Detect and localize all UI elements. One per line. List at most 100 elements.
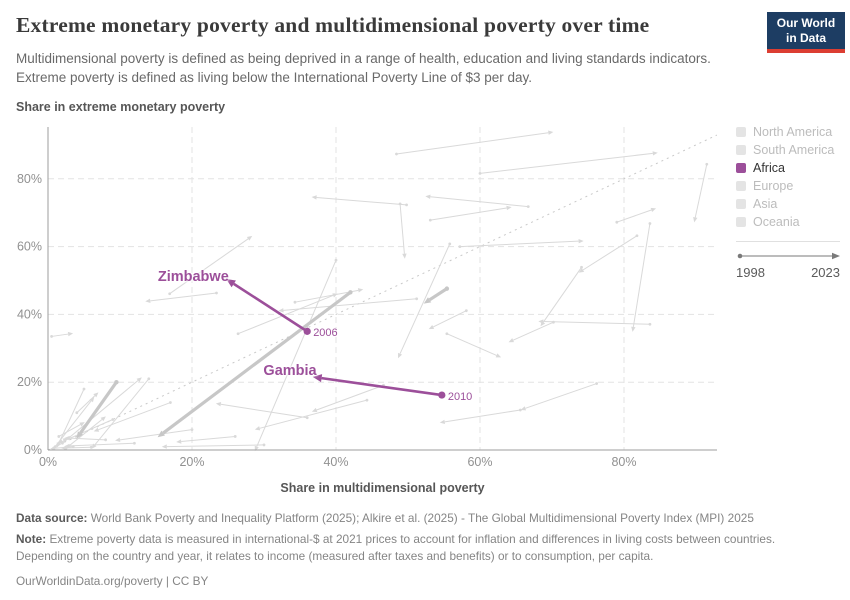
background-trajectory bbox=[150, 292, 217, 302]
legend-item-label: Europe bbox=[753, 179, 794, 193]
country-label-gambia[interactable]: Gambia bbox=[263, 363, 317, 380]
background-trajectory-start-dot bbox=[395, 152, 398, 156]
data-source-label: Data source: bbox=[16, 511, 88, 525]
note-line: Note: Extreme poverty data is measured i… bbox=[16, 531, 834, 565]
background-trajectory-thick-start-dot bbox=[114, 380, 119, 385]
background-trajectory-arrowhead bbox=[136, 377, 142, 383]
background-trajectory-start-dot bbox=[428, 218, 432, 222]
legend-item-label: Africa bbox=[753, 161, 785, 175]
background-trajectory bbox=[51, 333, 69, 337]
owid-logo[interactable]: Our World in Data bbox=[767, 12, 845, 53]
background-trajectory-start-dot bbox=[111, 418, 115, 421]
background-trajectory-start-dot bbox=[334, 258, 338, 262]
highlight-trajectory-zimbabwe-arrowhead bbox=[226, 279, 236, 288]
background-trajectory-arrowhead bbox=[56, 442, 61, 448]
background-trajectory-thick-start-dot bbox=[348, 290, 353, 295]
background-trajectory bbox=[399, 243, 451, 354]
background-trajectory bbox=[294, 289, 359, 303]
background-trajectory bbox=[237, 294, 334, 335]
data-source-text: World Bank Poverty and Inequality Platfo… bbox=[90, 511, 754, 525]
background-trajectory bbox=[430, 207, 507, 221]
background-trajectory bbox=[512, 321, 554, 341]
background-trajectory-start-dot bbox=[445, 332, 449, 336]
legend-item-europe[interactable]: Europe bbox=[736, 180, 844, 193]
legend-item-label: Asia bbox=[753, 197, 778, 211]
background-trajectory-arrowhead bbox=[311, 407, 318, 413]
legend-item-north-america[interactable]: North America bbox=[736, 126, 844, 139]
background-trajectory-start-dot bbox=[168, 292, 172, 296]
y-tick-label: 0% bbox=[24, 443, 42, 457]
background-trajectory bbox=[256, 259, 337, 447]
page-title: Extreme monetary poverty and multidimens… bbox=[16, 13, 650, 37]
background-trajectory-thick bbox=[79, 381, 118, 434]
background-trajectory-start-dot bbox=[518, 408, 522, 412]
background-trajectory bbox=[181, 435, 236, 443]
chart-footer: Data source: World Bank Poverty and Ineq… bbox=[16, 510, 834, 590]
legend-swatch-icon bbox=[736, 163, 746, 173]
background-trajectory bbox=[169, 238, 249, 295]
background-trajectory-arrowhead bbox=[508, 338, 515, 343]
y-tick-label: 60% bbox=[17, 240, 42, 254]
time-range-arrow bbox=[737, 252, 840, 260]
background-trajectory-arrowhead bbox=[311, 195, 317, 200]
background-trajectory-start-dot bbox=[147, 377, 151, 381]
legend-item-asia[interactable]: Asia bbox=[736, 198, 844, 211]
chart-subtitle: Multidimensional poverty is defined as b… bbox=[16, 51, 711, 86]
background-trajectory-start-dot bbox=[262, 443, 266, 447]
background-trajectory-start-dot bbox=[305, 416, 309, 420]
background-trajectory-thick-arrowhead bbox=[76, 431, 83, 439]
x-axis-title: Share in multidimensional poverty bbox=[280, 481, 485, 495]
background-trajectory bbox=[58, 424, 81, 437]
background-trajectory bbox=[616, 209, 652, 223]
y-axis-title: Share in extreme monetary poverty bbox=[16, 100, 226, 114]
background-trajectory-thick bbox=[162, 291, 352, 435]
legend-item-oceania[interactable]: Oceania bbox=[736, 216, 844, 229]
x-tick-label: 0% bbox=[39, 455, 57, 469]
legend-swatch-icon bbox=[736, 181, 746, 191]
background-trajectory bbox=[459, 240, 579, 248]
background-trajectory-arrowhead bbox=[428, 324, 435, 330]
legend-swatch-icon bbox=[736, 127, 746, 137]
highlight-trajectory-gambia-start-dot bbox=[438, 391, 446, 399]
background-trajectory-arrowhead bbox=[89, 396, 95, 403]
background-trajectory-arrowhead bbox=[254, 426, 261, 431]
legend-item-africa[interactable]: Africa bbox=[736, 162, 844, 175]
background-trajectory-start-dot bbox=[415, 297, 419, 301]
background-trajectory-arrowhead bbox=[357, 288, 364, 293]
license-link[interactable]: OurWorldinData.org/poverty | CC BY bbox=[16, 574, 209, 589]
background-trajectory-start-dot bbox=[526, 205, 530, 208]
background-trajectory-arrowhead bbox=[398, 352, 403, 359]
background-trajectory bbox=[632, 223, 651, 328]
legend-swatch-icon bbox=[736, 145, 746, 155]
background-trajectory bbox=[446, 333, 497, 356]
background-trajectory-start-dot bbox=[75, 411, 79, 415]
background-trajectory-arrowhead bbox=[91, 443, 97, 449]
background-trajectory-thick-arrowhead bbox=[423, 297, 432, 304]
background-trajectory-arrowhead bbox=[61, 445, 67, 451]
legend-item-south-america[interactable]: South America bbox=[736, 144, 844, 157]
background-trajectory-thick-start-dot bbox=[444, 286, 450, 291]
legend-item-label: North America bbox=[753, 125, 833, 139]
background-trajectory-arrowhead bbox=[548, 130, 554, 135]
background-trajectory-arrowhead bbox=[631, 326, 636, 332]
background-trajectory bbox=[432, 310, 467, 328]
y-tick-label: 80% bbox=[17, 172, 42, 186]
country-label-zimbabwe[interactable]: Zimbabwe bbox=[157, 268, 229, 285]
background-trajectory-arrowhead bbox=[176, 439, 182, 444]
x-tick-label: 20% bbox=[179, 455, 204, 469]
background-trajectory bbox=[430, 196, 529, 208]
background-trajectory-arrowhead bbox=[402, 253, 407, 259]
background-trajectory-start-dot bbox=[458, 245, 462, 249]
background-trajectory bbox=[76, 395, 96, 414]
background-trajectory bbox=[94, 378, 150, 446]
note-text: Extreme poverty data is measured in inte… bbox=[16, 532, 776, 564]
background-trajectory-arrowhead bbox=[215, 402, 222, 407]
background-trajectory-start-dot bbox=[448, 242, 452, 246]
background-trajectory-start-dot bbox=[595, 382, 599, 385]
background-trajectory-start-dot bbox=[293, 300, 297, 304]
background-trajectory-start-dot bbox=[233, 435, 237, 438]
background-trajectory-start-dot bbox=[615, 220, 619, 224]
x-tick-label: 80% bbox=[611, 455, 636, 469]
background-trajectory-start-dot bbox=[478, 171, 482, 175]
background-trajectory-arrowhead bbox=[425, 194, 431, 199]
